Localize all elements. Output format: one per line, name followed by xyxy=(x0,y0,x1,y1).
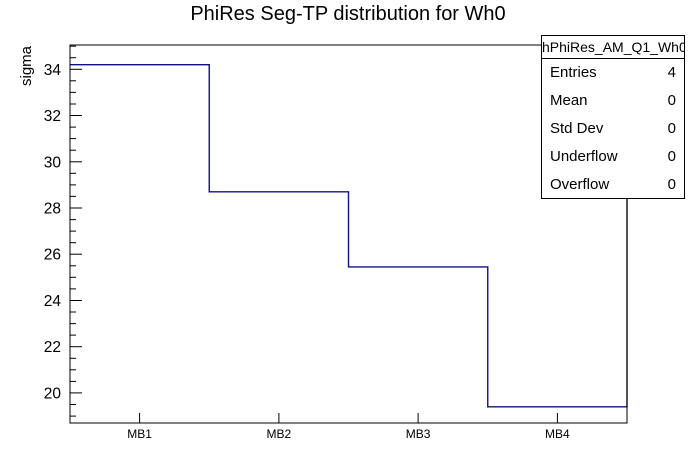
y-tick-label: 28 xyxy=(44,200,61,217)
stats-label: Std Dev xyxy=(550,119,604,137)
x-tick-label: MB4 xyxy=(545,427,570,441)
stats-label: Underflow xyxy=(550,147,618,165)
y-tick-label: 34 xyxy=(44,62,62,79)
stats-value: 0 xyxy=(667,175,676,193)
stats-value: 4 xyxy=(667,64,676,82)
plot-frame xyxy=(69,44,628,424)
stats-box-rows: Entries 4 Mean 0 Std Dev 0 Underflow 0 O… xyxy=(542,59,684,198)
x-tick-label: MB3 xyxy=(406,427,431,441)
stats-value: 0 xyxy=(667,147,676,165)
x-axis: MB1 MB2 MB3 MB4 xyxy=(127,413,570,441)
histogram-line xyxy=(70,45,628,408)
y-tick-label: 24 xyxy=(44,293,62,310)
stats-value: 0 xyxy=(667,119,676,137)
y-tick-label: 26 xyxy=(44,247,61,264)
stats-value: 0 xyxy=(667,92,676,110)
stats-label: Entries xyxy=(550,64,597,82)
stats-label: Overflow xyxy=(550,175,610,193)
y-axis: 20 22 24 26 28 30 32 34 xyxy=(44,45,82,417)
y-tick-label: 20 xyxy=(44,385,62,402)
chart-title: PhiRes Seg-TP distribution for Wh0 xyxy=(190,3,506,25)
stats-row-stddev: Std Dev 0 xyxy=(542,115,684,143)
stats-row-mean: Mean 0 xyxy=(542,87,684,115)
y-tick-label: 22 xyxy=(44,339,61,356)
x-tick-label: MB2 xyxy=(267,427,292,441)
stats-row-entries: Entries 4 xyxy=(542,59,684,87)
stats-row-underflow: Underflow 0 xyxy=(542,142,684,170)
stats-box: hPhiRes_AM_Q1_Wh0 Entries 4 Mean 0 Std D… xyxy=(541,35,685,199)
y-tick-label: 30 xyxy=(44,154,62,171)
x-tick-label: MB1 xyxy=(127,427,152,441)
stats-row-overflow: Overflow 0 xyxy=(542,170,684,198)
stats-box-title: hPhiRes_AM_Q1_Wh0 xyxy=(542,36,684,59)
y-tick-label: 32 xyxy=(44,108,61,125)
stats-label: Mean xyxy=(550,92,588,110)
